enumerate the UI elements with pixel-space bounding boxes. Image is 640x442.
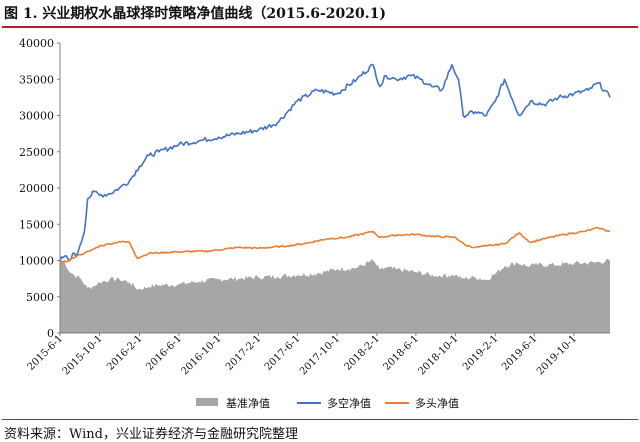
y-tick-labels: 0 5000 10000 15000 20000 25000 30000 35000 40000	[19, 37, 54, 340]
long-short-line	[59, 63, 611, 262]
x-tick-label: 2019-6-1	[500, 333, 540, 373]
chart-title: 图 1. 兴业期权水晶球择时策略净值曲线（2015.6-2020.1)	[4, 6, 386, 22]
series-line-layer	[59, 63, 611, 263]
legend-swatch-benchmark	[196, 398, 218, 406]
y-tick-label: 35000	[19, 73, 54, 86]
title-rule	[2, 26, 638, 28]
axis-layer	[57, 42, 610, 336]
benchmark-area-layer	[60, 258, 610, 333]
x-tick-label: 2019-2-1	[461, 333, 501, 373]
x-tick-label: 2015-6-1	[26, 333, 66, 373]
y-tick-label: 30000	[19, 110, 54, 123]
source-note: 资料来源：Wind，兴业证券经济与金融研究院整理	[4, 427, 298, 442]
x-tick-label: 2016-6-1	[144, 333, 184, 373]
y-tick-label: 10000	[19, 255, 54, 268]
x-tick-label: 2016-10-1	[180, 333, 224, 377]
y-tick-label: 5000	[26, 291, 54, 304]
long-only-line	[59, 226, 611, 263]
x-tick-label: 2017-6-1	[263, 333, 303, 373]
x-tick-label: 2017-10-1	[298, 333, 342, 377]
x-tick-label: 2016-2-1	[105, 333, 145, 373]
legend: 基准净值 多空净值 多头净值	[196, 396, 459, 410]
y-tick-label: 20000	[19, 182, 54, 195]
x-tick-label: 2018-6-1	[381, 333, 421, 373]
y-tick-label: 0	[47, 327, 54, 340]
y-tick-label: 25000	[19, 146, 54, 159]
source-rule	[2, 419, 638, 420]
legend-label-benchmark: 基准净值	[226, 396, 270, 410]
x-tick-label: 2017-2-1	[224, 333, 264, 373]
legend-label-long-only: 多头净值	[415, 396, 459, 410]
x-tick-label: 2018-2-1	[342, 333, 382, 373]
y-tick-label: 15000	[19, 218, 54, 231]
y-tick-label: 40000	[19, 37, 54, 50]
x-tick-label: 2018-10-1	[417, 333, 461, 377]
legend-label-long-short: 多空净值	[327, 396, 371, 410]
x-tick-label: 2019-10-1	[535, 333, 579, 377]
benchmark-area	[60, 258, 610, 333]
x-tick-label: 2015-10-1	[61, 333, 105, 377]
